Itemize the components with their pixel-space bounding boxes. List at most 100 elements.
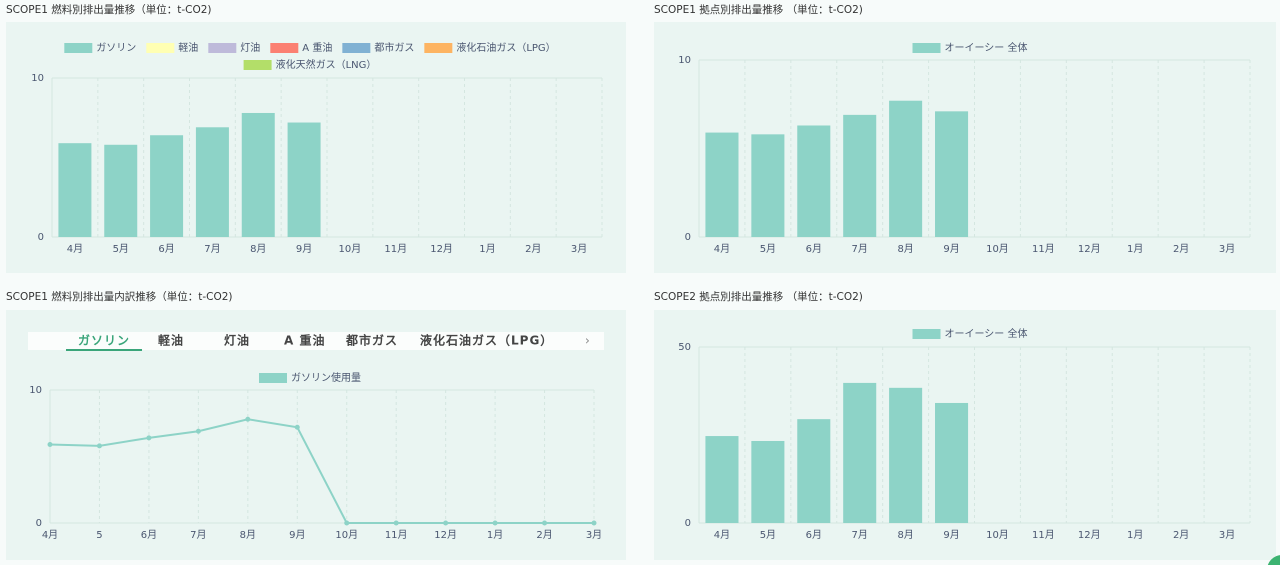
x-tick-label: 7月 <box>190 529 206 541</box>
legend-label[interactable]: 都市ガス <box>374 41 414 54</box>
tab[interactable]: 都市ガス <box>345 333 398 348</box>
x-tick-label: 10月 <box>335 529 358 541</box>
x-tick-label: 7月 <box>852 243 868 255</box>
legend-swatch[interactable] <box>146 43 175 53</box>
x-tick-label: 9月 <box>296 243 312 255</box>
x-tick-label: 3月 <box>571 243 587 255</box>
x-tick-label: 11月 <box>1032 529 1055 541</box>
tab-bar <box>28 332 604 350</box>
point <box>492 520 498 526</box>
bar <box>751 134 785 237</box>
x-tick-label: 4月 <box>714 243 730 255</box>
x-tick-label: 12月 <box>1078 529 1101 541</box>
x-tick-label: 1月 <box>1127 243 1143 255</box>
tab-next-arrow[interactable]: › <box>585 334 590 348</box>
x-tick-label: 2月 <box>536 529 552 541</box>
x-tick-label: 2月 <box>1173 243 1189 255</box>
legend-label[interactable]: ガソリン使用量 <box>291 371 361 384</box>
point <box>443 520 449 526</box>
line <box>49 418 594 524</box>
legend-label[interactable]: オーイーシー 全体 <box>945 327 1028 340</box>
x-tick-label: 5月 <box>760 529 776 541</box>
x-tick-label: 12月 <box>1078 243 1101 255</box>
x-tick-label: 3月 <box>1219 243 1235 255</box>
x-tick-label: 9月 <box>289 529 305 541</box>
x-tick-label: 5月 <box>113 243 129 255</box>
y-tick-label: 50 <box>678 342 691 353</box>
tab[interactable]: 軽油 <box>158 333 184 348</box>
point <box>393 520 399 526</box>
x-tick-label: 8月 <box>897 529 913 541</box>
tab[interactable]: 灯油 <box>224 333 250 348</box>
legend-swatch[interactable] <box>424 43 453 53</box>
x-tick-label: 11月 <box>385 529 408 541</box>
legend-swatch[interactable] <box>64 43 93 53</box>
tab[interactable]: ガソリン <box>78 333 130 348</box>
y-tick-label: 10 <box>29 385 42 396</box>
point <box>47 442 53 448</box>
point <box>245 416 251 422</box>
bar <box>104 144 138 237</box>
legend-swatch[interactable] <box>208 43 237 53</box>
x-tick-label: 7月 <box>852 529 868 541</box>
legend-label[interactable]: 灯油 <box>240 41 260 54</box>
x-tick-label: 12月 <box>430 243 453 255</box>
legend-label[interactable]: 軽油 <box>178 41 198 54</box>
help-button[interactable] <box>1267 555 1280 565</box>
chart-title: SCOPE1 拠点別排出量推移 （単位：t-CO2) <box>654 3 863 16</box>
x-tick-label: 10月 <box>986 529 1009 541</box>
bar <box>195 127 229 237</box>
y-tick-label: 0 <box>685 518 691 529</box>
x-tick-label: 3月 <box>1219 529 1235 541</box>
panel <box>6 310 626 560</box>
tab[interactable]: 液化石油ガス（LPG） <box>420 333 553 348</box>
x-tick-label: 6月 <box>158 243 174 255</box>
legend-swatch[interactable] <box>270 43 299 53</box>
legend-swatch[interactable] <box>259 373 287 383</box>
x-tick-label: 2月 <box>1173 529 1189 541</box>
x-tick-label: 11月 <box>1032 243 1055 255</box>
x-tick-label: 10月 <box>339 243 362 255</box>
legend-swatch[interactable] <box>912 329 941 339</box>
x-tick-label: 11月 <box>384 243 407 255</box>
legend-swatch[interactable] <box>912 43 941 53</box>
bar <box>843 114 877 237</box>
x-tick-label: 5月 <box>760 243 776 255</box>
bar <box>935 402 969 523</box>
chart-title: SCOPE1 燃料別排出量内訳推移（単位：t-CO2) <box>6 290 233 303</box>
y-tick-label: 10 <box>678 55 691 66</box>
legend-label[interactable]: オーイーシー 全体 <box>945 41 1028 54</box>
tab[interactable]: A 重油 <box>284 333 325 348</box>
x-tick-label: 7月 <box>204 243 220 255</box>
legend-label[interactable]: 液化天然ガス（LNG） <box>276 58 377 71</box>
point <box>591 520 597 526</box>
x-tick-label: 9月 <box>943 529 959 541</box>
x-tick-label: 1月 <box>1127 529 1143 541</box>
y-tick-label: 0 <box>38 232 44 243</box>
x-tick-label: 1月 <box>487 529 503 541</box>
point <box>294 424 300 430</box>
x-tick-label: 4月 <box>42 529 58 541</box>
bar <box>705 132 739 237</box>
x-tick-label: 1月 <box>479 243 495 255</box>
bar <box>705 436 739 523</box>
point <box>542 520 548 526</box>
legend-label[interactable]: A 重油 <box>302 41 332 54</box>
y-tick-label: 10 <box>31 73 44 84</box>
bar <box>889 387 923 523</box>
x-tick-label: 10月 <box>986 243 1009 255</box>
bar <box>241 112 275 237</box>
bar <box>889 100 923 238</box>
legend-swatch[interactable] <box>243 60 272 70</box>
x-tick-label: 5 <box>96 530 102 541</box>
legend-swatch[interactable] <box>342 43 371 53</box>
x-tick-label: 4月 <box>67 243 83 255</box>
legend-label[interactable]: 液化石油ガス（LPG） <box>456 41 555 54</box>
x-tick-label: 6月 <box>806 243 822 255</box>
y-tick-label: 0 <box>36 518 42 529</box>
bar <box>150 135 184 237</box>
x-tick-label: 6月 <box>806 529 822 541</box>
bar <box>935 111 969 237</box>
legend-label[interactable]: ガソリン <box>96 42 136 54</box>
point <box>195 428 201 434</box>
